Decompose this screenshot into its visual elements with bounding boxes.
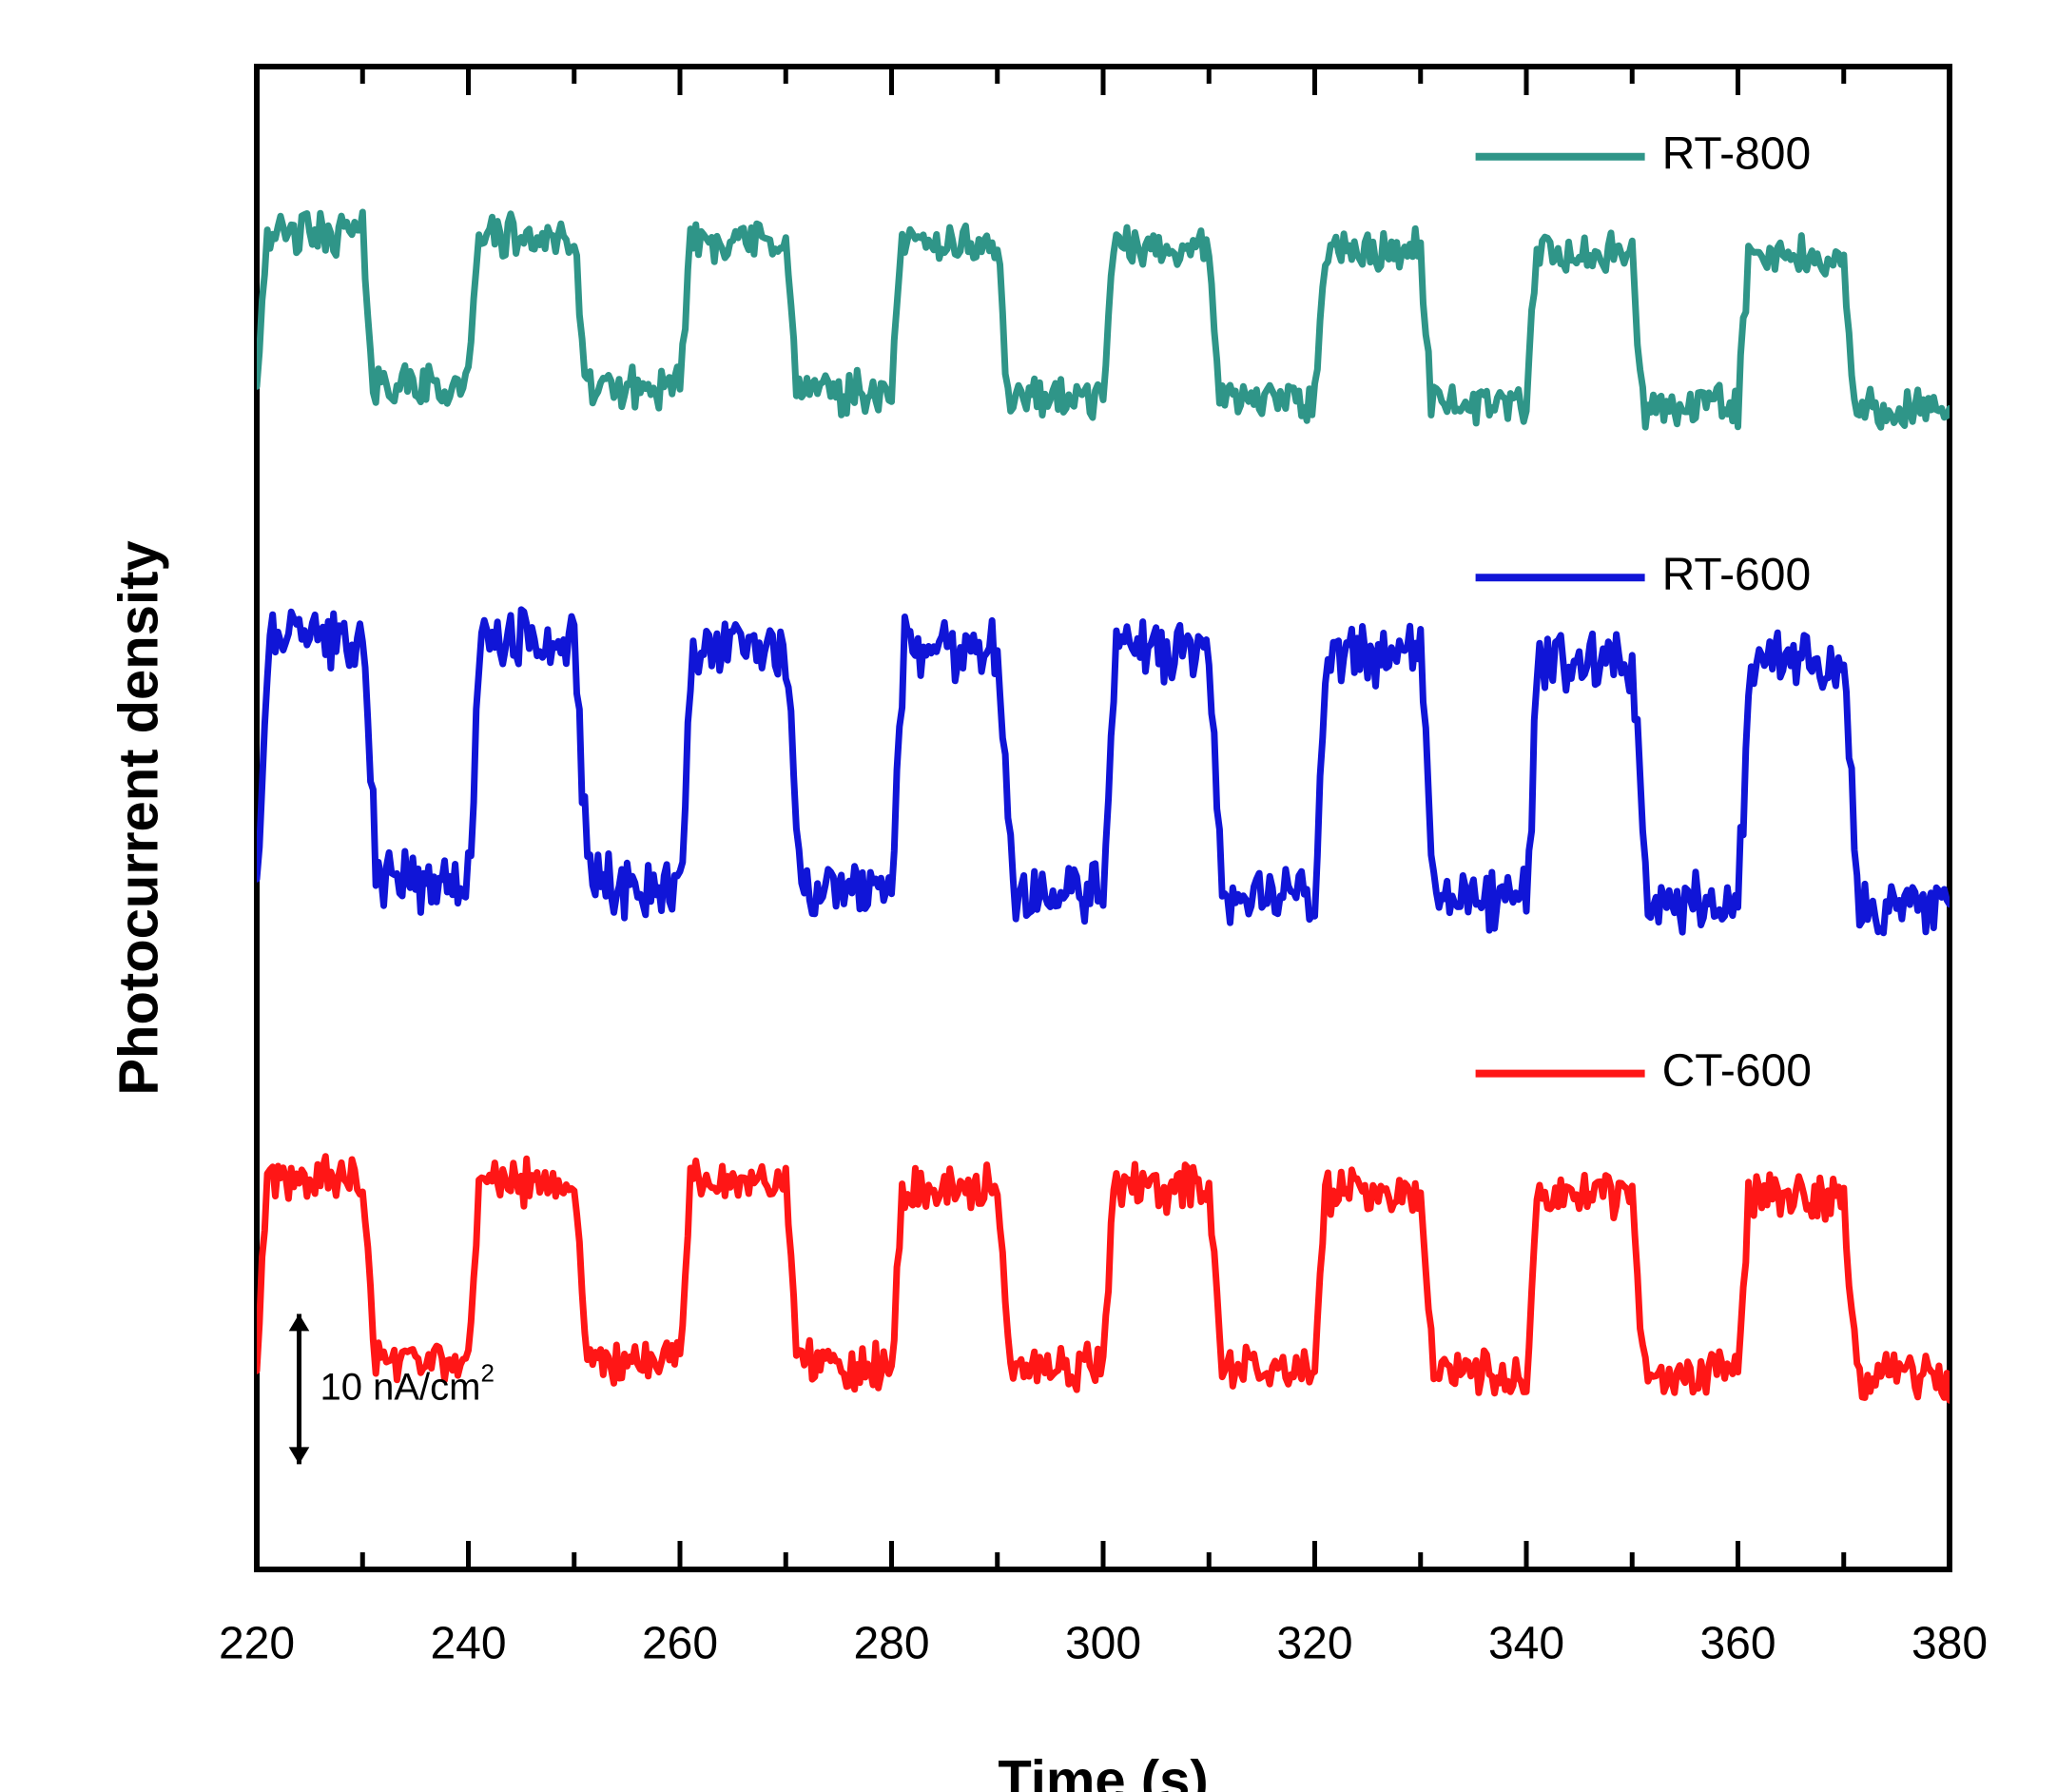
x-tick-label: 260 <box>642 1619 718 1669</box>
y-axis-label: Photocurrent density <box>107 540 169 1095</box>
x-tick-label: 360 <box>1699 1619 1776 1669</box>
x-tick-label: 220 <box>219 1619 295 1669</box>
x-tick-label: 380 <box>1911 1619 1988 1669</box>
x-tick-label: 300 <box>1065 1619 1141 1669</box>
legend-label-ct-600: CT-600 <box>1662 1045 1812 1096</box>
photocurrent-density-chart: 220 240 260 280 300 320 340 360 380 Time (s) Photo… <box>0 0 2057 1792</box>
legend-label-rt-800: RT-800 <box>1662 128 1812 179</box>
x-axis-label: Time (s) <box>998 1750 1208 1792</box>
legend-label-rt-600: RT-600 <box>1662 550 1812 600</box>
scale-indicator-label: 10 nA/cm2 <box>320 1358 495 1408</box>
chart-container: 220 240 260 280 300 320 340 360 380 Time (s) Photo… <box>0 0 2057 1792</box>
x-tick-label: 240 <box>430 1619 506 1669</box>
x-tick-label: 340 <box>1488 1619 1564 1669</box>
x-tick-label: 320 <box>1276 1619 1352 1669</box>
x-tick-label: 280 <box>853 1619 929 1669</box>
